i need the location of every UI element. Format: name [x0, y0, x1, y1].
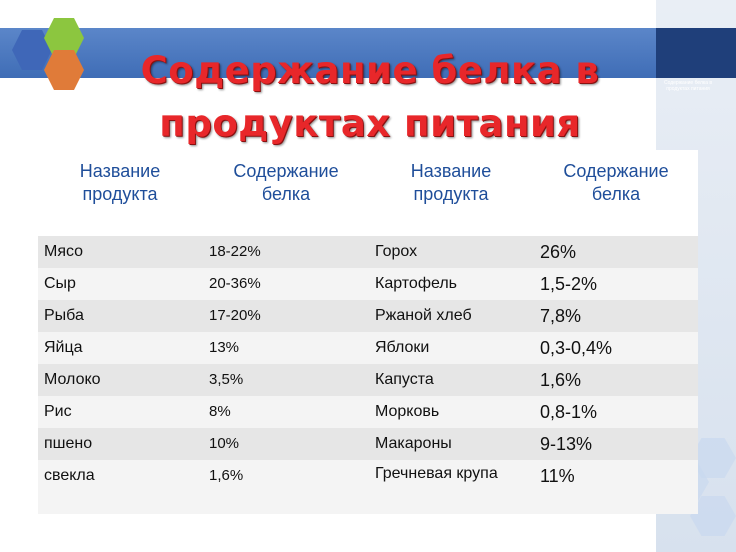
header-product-name-1: Название продукта	[79, 161, 161, 204]
protein-value: 20-36%	[209, 275, 261, 292]
product-name: Капуста	[375, 371, 434, 388]
product-name: Ржаной хлеб	[375, 307, 472, 324]
product-name: Гречневая крупа	[375, 465, 498, 482]
product-name: Рис	[44, 403, 72, 420]
header-product-name-2: Название продукта	[410, 161, 492, 204]
table-row: пшено 10% Макароны 9-13%	[38, 428, 698, 460]
protein-value: 26%	[540, 242, 577, 262]
header-band	[0, 28, 736, 78]
protein-value: 1,6%	[209, 467, 244, 484]
protein-value: 8%	[209, 403, 231, 420]
product-name: Картофель	[375, 275, 458, 292]
header-band-accent	[656, 28, 736, 78]
protein-value: 11%	[540, 466, 575, 486]
title-line-2: продуктах питания	[159, 102, 581, 145]
side-note: Содержание белка в продуктах питания	[663, 80, 713, 92]
table-row: Молоко 3,5% Капуста 1,6%	[38, 364, 698, 396]
header-protein-content-1: Содержание белка	[233, 161, 339, 204]
table-row: Сыр 20-36% Картофель 1,5-2%	[38, 268, 698, 300]
protein-value: 13%	[209, 339, 240, 356]
protein-value: 18-22%	[209, 243, 261, 260]
table-row: Яйца 13% Яблоки 0,3-0,4%	[38, 332, 698, 364]
table-row: Мясо 18-22% Горох 26%	[38, 236, 698, 268]
protein-value: 17-20%	[209, 307, 261, 324]
protein-value: 10%	[209, 435, 240, 452]
table-row: Рис 8% Морковь 0,8-1%	[38, 396, 698, 428]
product-name: Сыр	[44, 275, 76, 292]
product-name: свекла	[44, 467, 95, 484]
header-protein-content-2: Содержание белка	[563, 161, 669, 204]
product-name: Яйца	[44, 339, 83, 356]
protein-value: 0,3-0,4%	[540, 338, 613, 358]
protein-value: 1,6%	[540, 370, 582, 390]
product-name: Яблоки	[375, 339, 430, 356]
product-name: Мясо	[44, 243, 84, 260]
table-row: Рыба 17-20% Ржаной хлеб 7,8%	[38, 300, 698, 332]
product-name: Горох	[375, 243, 418, 260]
product-name: Молоко	[44, 371, 101, 388]
product-name: пшено	[44, 435, 93, 452]
protein-value: 1,5-2%	[540, 274, 598, 294]
product-name: Морковь	[375, 403, 440, 420]
product-name: Макароны	[375, 435, 452, 452]
slide-title: Содержание белка в продуктах питания	[110, 44, 630, 150]
protein-value: 3,5%	[209, 371, 244, 388]
protein-value: 7,8%	[540, 306, 582, 326]
product-name: Рыба	[44, 307, 84, 324]
protein-table: Название продукта Содержание белка Назва…	[38, 150, 698, 514]
title-line-1: Содержание белка в	[140, 49, 600, 92]
protein-value: 0,8-1%	[540, 402, 598, 422]
protein-value: 9-13%	[540, 434, 593, 454]
table-row: свекла 1,6% Гречневая крупа 11%	[38, 460, 698, 514]
